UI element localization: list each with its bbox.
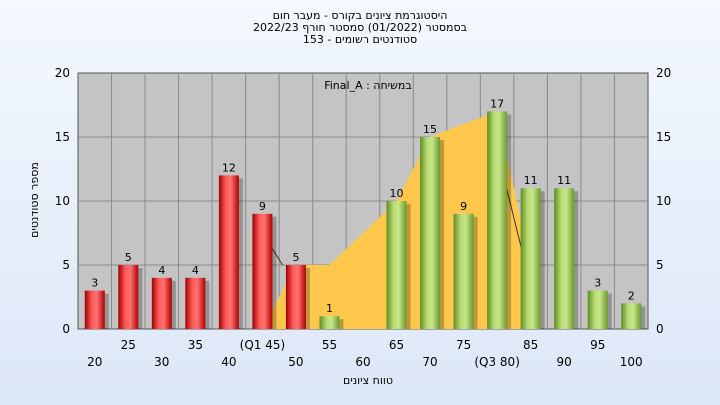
- x-tick-1: 25: [121, 338, 136, 352]
- bar-25: [118, 265, 139, 329]
- bar-80: [487, 111, 508, 330]
- bar-100: [621, 303, 642, 329]
- y-tick-left-15: 15: [55, 130, 70, 144]
- bar-45: [252, 213, 273, 329]
- x-tick-14: 90: [557, 355, 572, 369]
- y-tick-left-5: 5: [62, 258, 70, 272]
- y-axis-right-ticks: 0 5 10 15 20: [656, 66, 671, 336]
- y-tick-right-5: 5: [656, 258, 664, 272]
- y-tick-left-10: 10: [55, 194, 70, 208]
- bar-30: [151, 277, 172, 329]
- bar-65: [386, 201, 407, 329]
- x-tick-13: 85: [523, 338, 538, 352]
- data-label-40: 12: [222, 161, 236, 174]
- x-tick-4: 40: [221, 355, 236, 369]
- data-label-30: 4: [158, 264, 165, 277]
- x-tick-3: 35: [188, 338, 203, 352]
- y-tick-right-0: 0: [656, 322, 664, 336]
- y-tick-left-20: 20: [55, 66, 70, 80]
- bar-75: [453, 213, 474, 329]
- x-tick-2: 30: [154, 355, 169, 369]
- x-tick-10: 70: [422, 355, 437, 369]
- x-axis-ticks: 20 25 30 35 40 (Q1 45)50 55 60 65 70 75(Q3 80)85 90…: [87, 338, 643, 369]
- bar-70: [420, 137, 441, 329]
- y-axis-title: מספר סטודנטים: [28, 162, 41, 238]
- bars: [84, 111, 646, 330]
- bar-55: [319, 316, 340, 329]
- y-axis-left-ticks: 0 5 10 15 20: [55, 66, 70, 336]
- x-axis-title: טווח ציונים: [343, 374, 393, 387]
- data-label-35: 4: [192, 264, 199, 277]
- bar-50: [285, 265, 306, 329]
- chart-title-line-1: היסטוגרמת ציונים בקורס - מעבר חום: [272, 9, 448, 22]
- y-tick-right-20: 20: [656, 66, 671, 80]
- x-tick-5: (Q1 45): [240, 338, 286, 352]
- data-label-50: 5: [292, 251, 299, 264]
- x-tick-0: 20: [87, 355, 102, 369]
- chart-annotation: Final_A : במשיחה: [324, 79, 412, 92]
- chart-title-line-3: סטודנטים רשומים - 153: [302, 33, 418, 46]
- bar-95: [587, 290, 608, 329]
- x-tick-9: 65: [389, 338, 404, 352]
- data-label-90: 11: [557, 174, 571, 187]
- x-tick-8: 60: [355, 355, 370, 369]
- data-label-70: 15: [423, 123, 437, 136]
- x-tick-11: 75: [456, 338, 471, 352]
- y-tick-left-0: 0: [62, 322, 70, 336]
- x-tick-6: 50: [288, 355, 303, 369]
- data-label-100: 2: [628, 289, 635, 302]
- data-label-45: 9: [259, 200, 266, 213]
- x-tick-16: 100: [620, 355, 643, 369]
- bar-85: [520, 188, 541, 329]
- bar-20: [84, 290, 105, 329]
- data-label-65: 10: [390, 187, 404, 200]
- data-label-75: 9: [460, 200, 467, 213]
- bar-35: [185, 277, 206, 329]
- bar-40: [218, 175, 239, 329]
- x-tick-7: 55: [322, 338, 337, 352]
- data-label-55: 1: [326, 302, 333, 315]
- data-label-80: 17: [490, 97, 504, 110]
- data-label-20: 3: [91, 277, 98, 290]
- y-tick-right-10: 10: [656, 194, 671, 208]
- data-label-95: 3: [594, 277, 601, 290]
- chart-title-line-2: בסמסטר (01/2022) סמסטר חורף 2022/23: [253, 21, 467, 34]
- bar-90: [554, 188, 575, 329]
- data-labels: 3 5 4 4 12 9 5 1 10 15 9 17 11 11 3 2: [91, 97, 634, 315]
- data-label-25: 5: [125, 251, 132, 264]
- x-tick-15: 95: [590, 338, 605, 352]
- y-tick-right-15: 15: [656, 130, 671, 144]
- x-tick-12: (Q3 80): [474, 355, 520, 369]
- data-label-85: 11: [524, 174, 538, 187]
